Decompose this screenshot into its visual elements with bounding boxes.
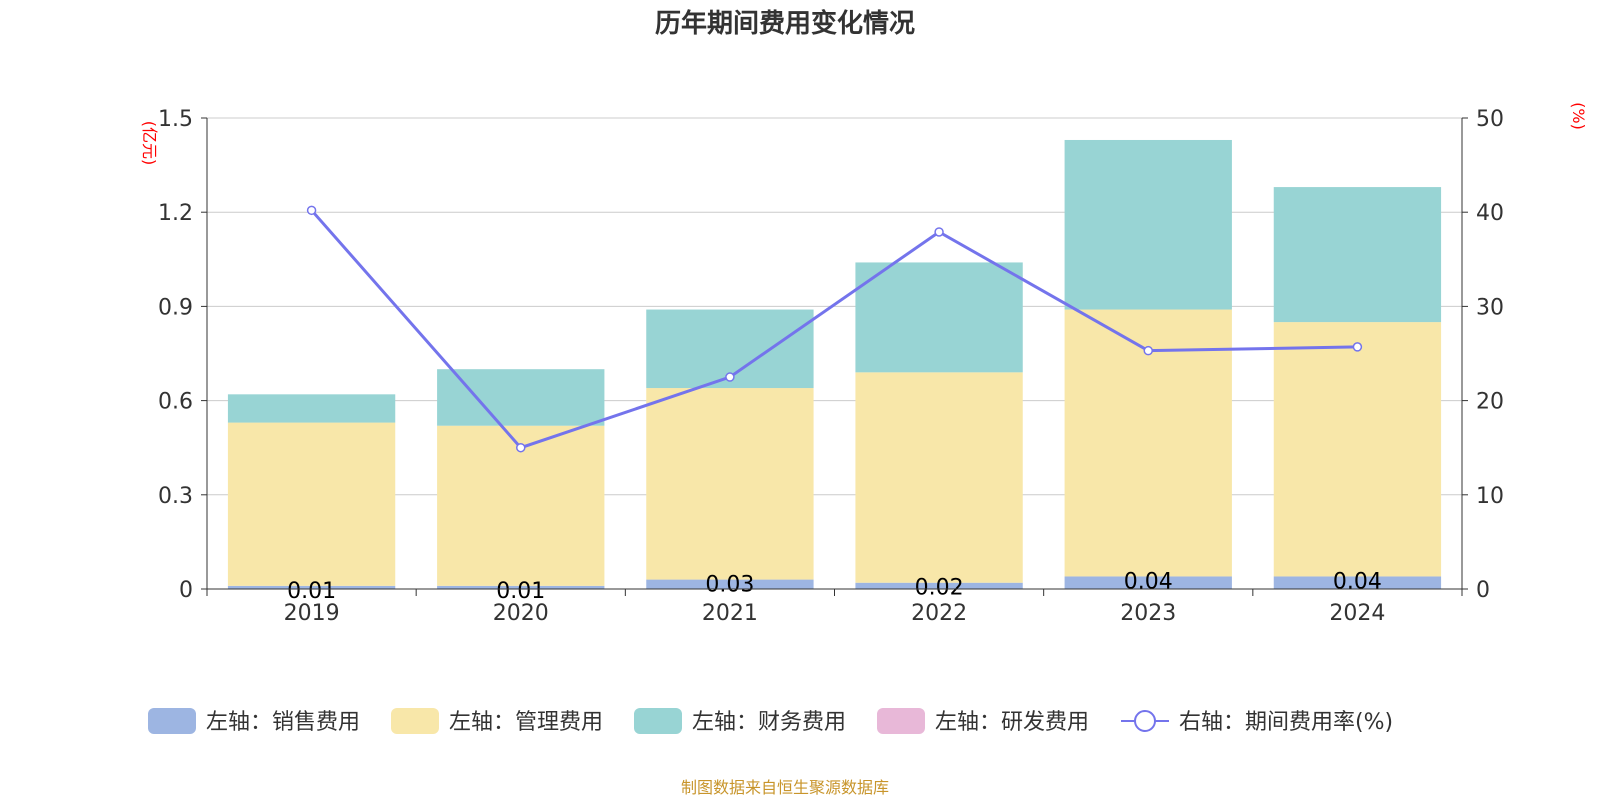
left-axis-tick-label: 0.9: [158, 295, 193, 320]
right-axis-tick-label: 10: [1476, 484, 1504, 509]
bar-value-label: 0.01: [496, 579, 545, 604]
bar-segment: [227, 585, 396, 589]
left-axis-tick-label: 1.5: [158, 107, 193, 132]
bar-segment: [437, 369, 605, 426]
right-axis-unit: (%): [1569, 102, 1588, 130]
bar-labels: 0.01 0.01 0.03 0.02 0.04 0.04: [287, 569, 1382, 603]
bars: [227, 139, 1442, 589]
legend-line-marker: [1134, 710, 1156, 732]
bar-segment: [1064, 139, 1232, 310]
bar-segment: [646, 579, 814, 589]
bar-segment: [646, 388, 814, 580]
left-axis-tick-label: 0: [179, 578, 193, 603]
bar-segment: [227, 422, 396, 586]
rate-point: [306, 205, 317, 216]
x-axis-tick-label: 2023: [1120, 601, 1176, 626]
right-axis-tick-label: 0: [1476, 578, 1490, 603]
legend-label: 左轴：销售费用: [206, 710, 360, 735]
rate-point: [516, 442, 526, 453]
x-axis-tick-label: 2021: [702, 601, 758, 626]
left-axis-tick-label: 0.3: [158, 484, 193, 509]
legend-label: 左轴：财务费用: [692, 710, 846, 735]
x-axis-tick-label: 2019: [284, 601, 340, 626]
rate-line: [306, 205, 1363, 453]
legend-label: 右轴：期间费用率(%): [1179, 710, 1393, 735]
x-axis-tick-label: 2024: [1329, 601, 1385, 626]
legend-swatch: [877, 708, 925, 734]
chart-title: 历年期间费用变化情况: [655, 8, 915, 39]
source-note: 制图数据来自恒生聚源数据库: [681, 778, 889, 797]
rate-point: [725, 372, 735, 382]
x-axis-tick-label: 2022: [911, 601, 967, 626]
bar-segment: [1064, 576, 1232, 589]
left-axis-tick-label: 1.2: [158, 201, 193, 226]
legend: 左轴：销售费用 左轴：管理费用 左轴：财务费用 左轴：研发费用 右轴：期间费用率(%): [148, 708, 1393, 735]
grid: [207, 117, 1462, 496]
legend-swatch: [391, 708, 439, 734]
left-axis-tick-label: 0.6: [158, 390, 193, 415]
rate-line-path: [310, 209, 1358, 450]
rate-point: [1143, 345, 1153, 356]
bar-value-label: 0.02: [915, 576, 964, 601]
bar-segment: [437, 585, 605, 589]
x-axis-tick-label: 2020: [493, 601, 549, 626]
bar-segment: [227, 394, 396, 423]
legend-label: 左轴：管理费用: [449, 710, 603, 735]
bar-segment: [1273, 576, 1442, 589]
right-axis-tick-label: 50: [1476, 107, 1504, 132]
rate-point: [934, 227, 944, 237]
bar-value-label: 0.04: [1124, 569, 1173, 594]
bar-value-label: 0.03: [705, 573, 754, 598]
right-axis-tick-label: 30: [1476, 295, 1504, 320]
bar-segment: [1273, 322, 1442, 577]
bar-segment: [1273, 187, 1442, 323]
legend-swatch: [634, 708, 682, 734]
left-axis-unit: (亿元): [140, 121, 159, 166]
legend-swatch: [148, 708, 196, 734]
bar-value-label: 0.04: [1333, 569, 1382, 594]
bar-segment: [855, 582, 1023, 589]
right-axis-tick-label: 40: [1476, 201, 1504, 226]
bar-value-label: 0.01: [287, 579, 336, 604]
bar-segment: [855, 262, 1023, 373]
axes: 0 0 0.3 10 0.6 20 0.9 30 1.2 40 1.5 50 2019 2020 2021 2…: [158, 107, 1504, 626]
bar-segment: [855, 372, 1023, 583]
legend-label: 左轴：研发费用: [935, 710, 1089, 735]
rate-point: [1352, 342, 1363, 352]
right-axis-tick-label: 20: [1476, 390, 1504, 415]
